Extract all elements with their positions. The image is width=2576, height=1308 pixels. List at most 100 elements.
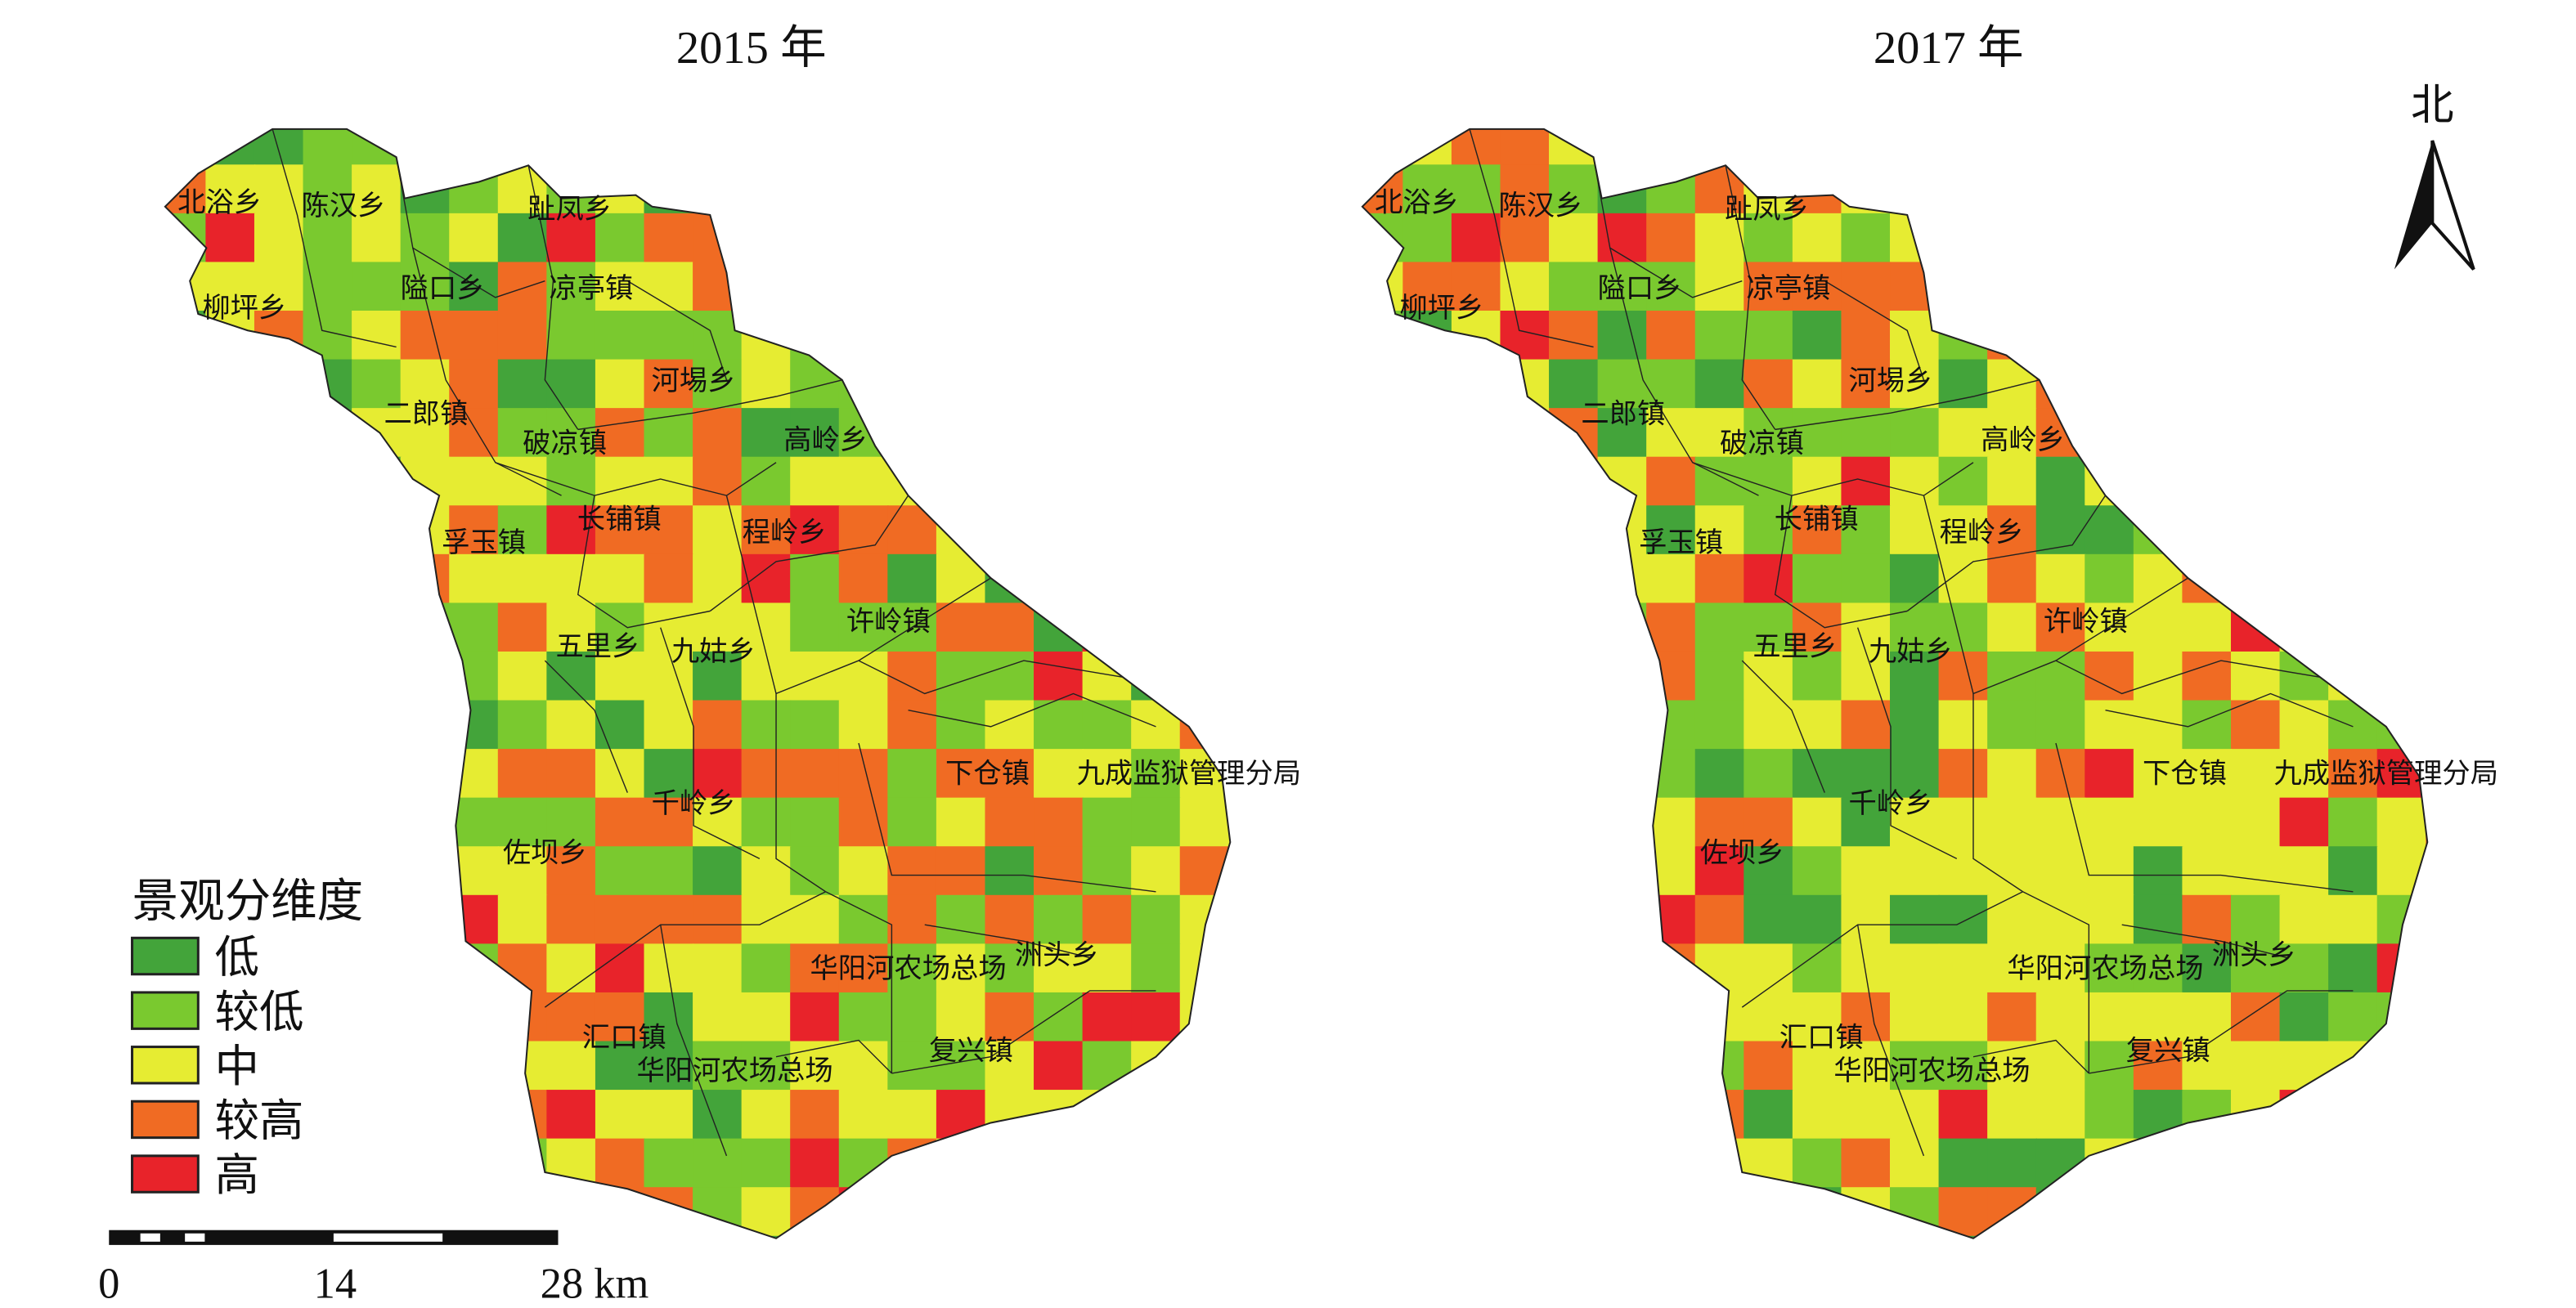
- grid-cell: [644, 749, 694, 799]
- township-label: 孚玉镇: [1639, 526, 1723, 559]
- grid-cell: [1792, 1187, 1842, 1237]
- grid-cell: [1694, 1187, 1745, 1237]
- grid-cell: [1597, 359, 1648, 410]
- township-boundary: [544, 660, 628, 793]
- grid-cell: [303, 213, 353, 263]
- grid-cell: [2182, 1235, 2233, 1239]
- grid-cell: [693, 456, 743, 507]
- township-label: 长铺镇: [577, 504, 662, 536]
- grid-cell: [2230, 1187, 2281, 1237]
- township-label: 凉亭镇: [549, 272, 633, 305]
- grid-cell: [1890, 797, 1940, 848]
- grid-cell: [1500, 505, 1551, 556]
- grid-cell: [1646, 164, 1696, 215]
- grid-cell: [936, 943, 986, 994]
- grid-cell: [644, 651, 694, 701]
- grid-cell: [164, 553, 207, 604]
- grid-cell: [352, 943, 402, 994]
- grid-cell: [205, 128, 256, 166]
- grid-cell: [352, 1187, 402, 1237]
- grid-cell: [2328, 700, 2378, 750]
- grid-cell: [1744, 651, 1794, 701]
- grid-cell: [887, 408, 938, 458]
- grid-cell: [352, 128, 402, 166]
- grid-cell: [936, 1235, 986, 1239]
- grid-cell: [1228, 651, 1231, 701]
- grid-cell: [1451, 359, 1501, 410]
- grid-cell: [164, 797, 207, 848]
- township-label: 程岭乡: [1940, 517, 2024, 549]
- grid-cell: [644, 213, 694, 263]
- township-boundary: [908, 692, 1156, 728]
- grid-cell: [1082, 846, 1133, 897]
- legend-label: 低: [214, 931, 259, 983]
- grid-cell: [254, 1041, 304, 1091]
- grid-cell: [1500, 164, 1551, 215]
- grid-cell: [1034, 505, 1084, 556]
- grid-cell: [2182, 359, 2233, 410]
- grid-cell: [400, 553, 451, 604]
- grid-cell: [1451, 408, 1501, 458]
- township-boundary: [626, 280, 728, 381]
- grid-cell: [644, 797, 694, 848]
- grid-cell: [985, 456, 1035, 507]
- grid-cell: [1131, 797, 1181, 848]
- township-label: 隘口乡: [1598, 272, 1682, 305]
- grid-cell: [546, 311, 597, 361]
- grid-cell: [1694, 602, 1745, 653]
- grid-cell: [1131, 1138, 1181, 1189]
- grid-cell: [741, 408, 792, 458]
- grid-cell: [1131, 602, 1181, 653]
- grid-cell: [1938, 700, 1989, 750]
- grid-cell: [1082, 749, 1133, 799]
- grid-cell: [352, 797, 402, 848]
- grid-cell: [1402, 894, 1453, 945]
- grid-cell: [741, 128, 792, 166]
- grid-cell: [449, 505, 500, 556]
- grid-cell: [838, 456, 889, 507]
- grid-cell: [1987, 311, 2037, 361]
- grid-cell: [1402, 651, 1453, 701]
- grid-cell: [303, 992, 353, 1042]
- grid-cell: [741, 1090, 792, 1140]
- grid-cell: [887, 553, 938, 604]
- grid-cell: [1841, 749, 1892, 799]
- grid-cell: [303, 164, 353, 215]
- grid-cell: [1179, 408, 1230, 458]
- grid-cell: [1646, 456, 1696, 507]
- grid-cell: [644, 992, 694, 1042]
- grid-cell: [497, 408, 548, 458]
- grid-cell: [303, 1090, 353, 1140]
- grid-cell: [2376, 505, 2427, 556]
- grid-cell: [2376, 943, 2427, 994]
- grid-cell: [1402, 164, 1453, 215]
- township-boundary: [775, 693, 827, 893]
- grid-cell: [1890, 943, 1940, 994]
- grid-cell: [790, 749, 840, 799]
- grid-cell: [1841, 846, 1892, 897]
- grid-cell: [1179, 213, 1230, 263]
- township-label: 趾凤乡: [527, 193, 612, 226]
- grid-cell: [2426, 553, 2428, 604]
- grid-cell: [1744, 213, 1794, 263]
- grid-cell: [1402, 213, 1453, 263]
- grid-cell: [644, 262, 694, 312]
- grid-cell: [1597, 797, 1648, 848]
- grid-cell: [2182, 749, 2233, 799]
- grid-cell: [303, 749, 353, 799]
- grid-cell: [2182, 797, 2233, 848]
- township-label: 许岭镇: [2044, 606, 2128, 638]
- grid-cell: [693, 1235, 743, 1239]
- grid-cell: [1987, 894, 2037, 945]
- grid-cell: [1792, 456, 1842, 507]
- grid-cell: [887, 1235, 938, 1239]
- township-label: 柳坪乡: [202, 292, 286, 325]
- grid-cell: [497, 651, 548, 701]
- grid-cell: [1500, 1235, 1551, 1239]
- grid-cell: [1646, 553, 1696, 604]
- grid-cell: [546, 602, 597, 653]
- grid-cell: [1694, 992, 1745, 1042]
- grid-cell: [1597, 651, 1648, 701]
- grid-cell: [887, 943, 938, 994]
